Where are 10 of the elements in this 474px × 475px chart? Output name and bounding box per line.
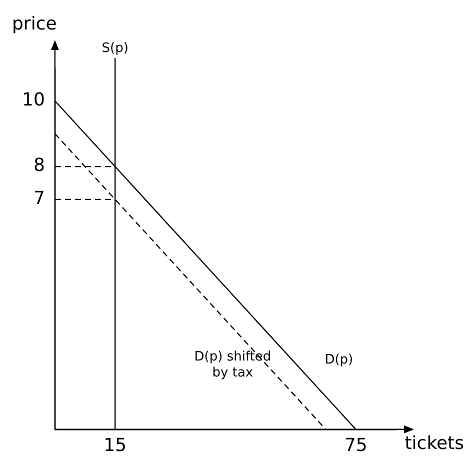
x-axis-title: tickets xyxy=(404,433,464,454)
y-tick-label: 10 xyxy=(22,90,45,111)
y-axis-title: price xyxy=(12,14,57,35)
series-label: D(p) shifted by tax xyxy=(194,349,272,380)
x-tick-label: 75 xyxy=(344,434,368,456)
x-tick-label: 15 xyxy=(104,434,127,456)
y-tick-label: 8 xyxy=(33,155,45,176)
y-tick-label: 7 xyxy=(33,188,45,210)
ref-line-label: S(p) xyxy=(102,40,128,56)
series-label: D(p) xyxy=(324,352,354,368)
